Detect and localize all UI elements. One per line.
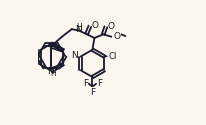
Text: Cl: Cl xyxy=(108,52,117,61)
Text: N: N xyxy=(47,67,53,76)
Text: F: F xyxy=(82,79,87,88)
Text: O: O xyxy=(113,32,120,41)
Text: F: F xyxy=(89,88,95,97)
Text: N: N xyxy=(71,51,78,60)
Text: H: H xyxy=(76,23,82,32)
Text: O: O xyxy=(91,21,98,30)
Text: F: F xyxy=(97,79,102,88)
Text: N: N xyxy=(75,25,82,34)
Text: O: O xyxy=(107,22,114,31)
Text: H: H xyxy=(50,69,56,78)
